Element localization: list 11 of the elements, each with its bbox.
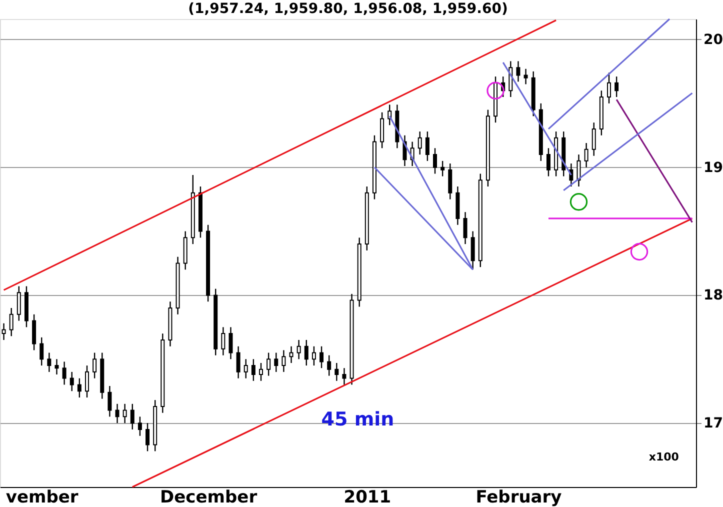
x-tick-label: February [476,488,562,507]
x-tick-label: vember [6,488,79,507]
y-tick-label: 17 [704,416,723,432]
y-tick-label: 18 [704,288,723,304]
x-tick-label: December [160,488,258,507]
y-tick-label: 20 [704,32,723,48]
annotation: x100 [648,450,680,464]
chart-title: (1,957.24, 1,959.80, 1,956.08, 1,959.60) [188,1,508,18]
annotation: 45 min [321,408,394,430]
x-tick-label: 2011 [344,488,392,507]
y-tick-label: 19 [704,160,723,176]
